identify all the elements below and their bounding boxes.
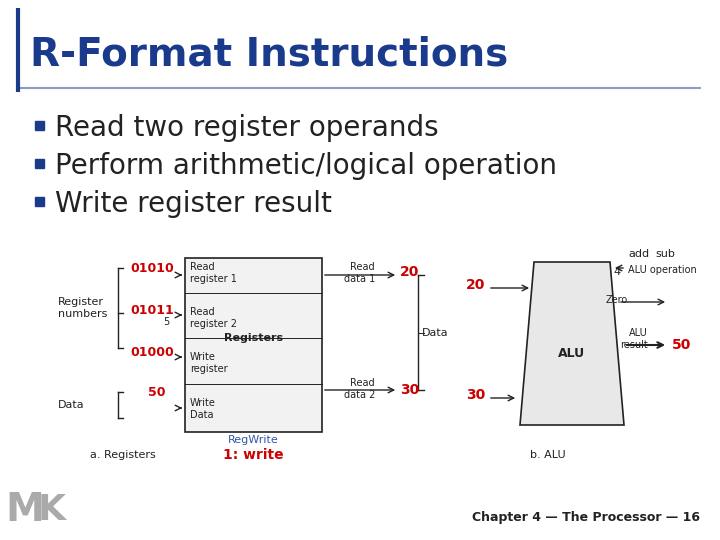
Text: Read
data 1: Read data 1: [343, 262, 375, 284]
Text: 1: write: 1: write: [222, 448, 283, 462]
Bar: [35, 197, 44, 206]
Bar: [35, 159, 44, 168]
Text: Chapter 4 — The Processor — 16: Chapter 4 — The Processor — 16: [472, 511, 700, 524]
Text: Read
register 1: Read register 1: [190, 262, 237, 285]
Text: 4: 4: [613, 267, 620, 277]
Text: Zero: Zero: [606, 295, 628, 305]
Text: 5: 5: [163, 317, 169, 327]
Text: R-Format Instructions: R-Format Instructions: [30, 36, 508, 74]
Text: b. ALU: b. ALU: [530, 450, 566, 460]
Bar: [185, 258, 322, 432]
Text: 50: 50: [672, 338, 691, 352]
Text: sub: sub: [655, 249, 675, 259]
Text: M: M: [6, 491, 45, 529]
Text: 50: 50: [148, 386, 166, 399]
Text: Read
data 2: Read data 2: [343, 378, 375, 400]
Text: Write
register: Write register: [190, 352, 228, 374]
Text: Write
Data: Write Data: [190, 398, 216, 421]
Text: ALU operation: ALU operation: [628, 265, 697, 275]
Text: 01000: 01000: [130, 346, 174, 359]
Text: 30: 30: [400, 383, 419, 397]
Bar: [35, 121, 44, 130]
Text: Perform arithmetic/logical operation: Perform arithmetic/logical operation: [55, 152, 557, 180]
Text: Write register result: Write register result: [55, 190, 332, 218]
Text: Read two register operands: Read two register operands: [55, 114, 438, 142]
Text: Read
register 2: Read register 2: [190, 307, 237, 329]
Text: add: add: [628, 249, 649, 259]
Text: Registers: Registers: [224, 333, 283, 343]
Text: 30: 30: [466, 388, 485, 402]
Text: Data: Data: [58, 400, 85, 410]
Text: ALU: ALU: [559, 347, 585, 360]
Text: 01011: 01011: [130, 303, 174, 316]
Text: Data: Data: [422, 328, 449, 338]
Text: K: K: [38, 493, 66, 527]
Text: 01010: 01010: [130, 261, 174, 274]
Text: 20: 20: [400, 265, 419, 279]
Text: 20: 20: [466, 278, 485, 292]
Text: Register
numbers: Register numbers: [58, 297, 107, 319]
Text: RegWrite: RegWrite: [228, 435, 279, 445]
Polygon shape: [520, 262, 624, 425]
Text: ALU
result: ALU result: [620, 328, 648, 349]
Text: a. Registers: a. Registers: [90, 450, 156, 460]
